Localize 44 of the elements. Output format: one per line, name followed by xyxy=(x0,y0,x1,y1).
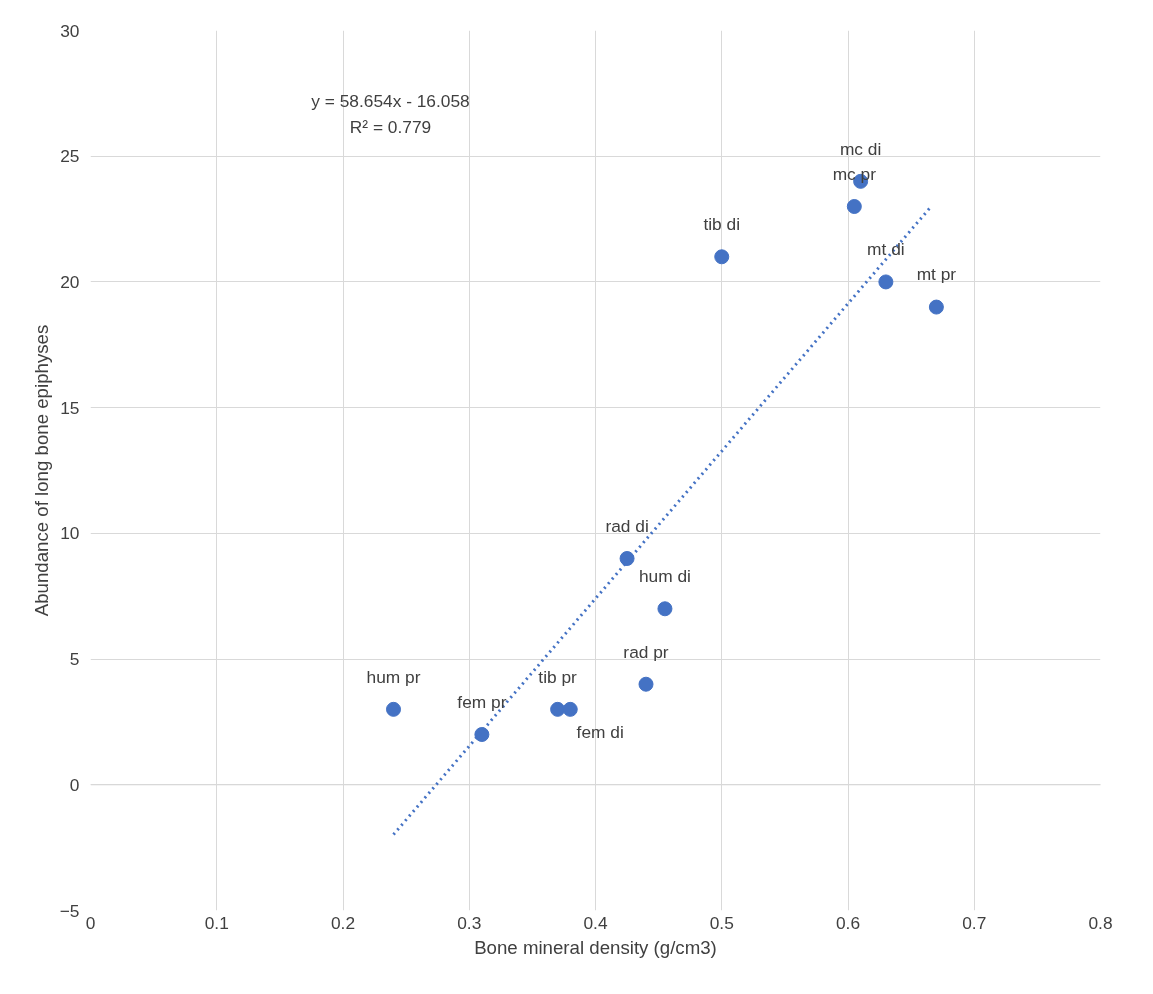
x-axis-title: Bone mineral density (g/cm3) xyxy=(474,936,717,958)
y-axis-title: Abundance of long bone epiphyses xyxy=(30,324,52,617)
y-tick-label: 15 xyxy=(60,397,80,418)
x-tick-label: 0.3 xyxy=(457,912,482,933)
y-tick-label: 30 xyxy=(60,20,80,41)
annotation: y = 58.654x - 16.058 xyxy=(311,90,470,111)
point xyxy=(878,274,894,290)
x-tick-label: 0.2 xyxy=(330,912,356,933)
point xyxy=(619,551,635,566)
point xyxy=(386,701,401,717)
y-tick-label: 20 xyxy=(60,271,80,292)
annotation: rad pr xyxy=(623,641,669,662)
x-tick-label: 0.6 xyxy=(835,912,861,933)
annotation: hum di xyxy=(638,566,691,587)
annotation: hum pr xyxy=(366,666,421,687)
y-tick-label: 5 xyxy=(69,649,80,670)
point xyxy=(638,676,654,692)
annotation: tib pr xyxy=(538,666,578,687)
point xyxy=(846,199,862,214)
point xyxy=(562,701,578,717)
annotation: tib di xyxy=(703,214,741,235)
x-tick-label: 0.4 xyxy=(583,912,608,933)
x-tick-label: 0 xyxy=(85,912,96,933)
point xyxy=(657,601,673,617)
x-tick-label: 0.8 xyxy=(1088,912,1113,933)
x-tick-label: 0.7 xyxy=(962,912,987,933)
point xyxy=(550,701,566,717)
y-tick-label: 25 xyxy=(60,146,80,167)
point xyxy=(714,249,730,265)
point xyxy=(474,727,490,742)
y-tick-label: 0 xyxy=(69,774,80,795)
annotation: mt di xyxy=(867,239,905,260)
annotation: fem di xyxy=(576,721,624,742)
annotation: mc pr xyxy=(832,163,877,184)
annotation: R² = 0.779 xyxy=(349,116,432,137)
annotation: mc di xyxy=(839,138,882,159)
annotation: fem pr xyxy=(457,691,507,712)
x-tick-label: 0.1 xyxy=(204,912,229,933)
annotation: rad di xyxy=(605,515,649,536)
y-tick-label: 10 xyxy=(60,523,80,544)
point xyxy=(928,299,944,315)
x-tick-label: 0.5 xyxy=(709,912,734,933)
annotation: mt pr xyxy=(916,264,957,285)
y-tick-label: −5 xyxy=(59,900,80,921)
